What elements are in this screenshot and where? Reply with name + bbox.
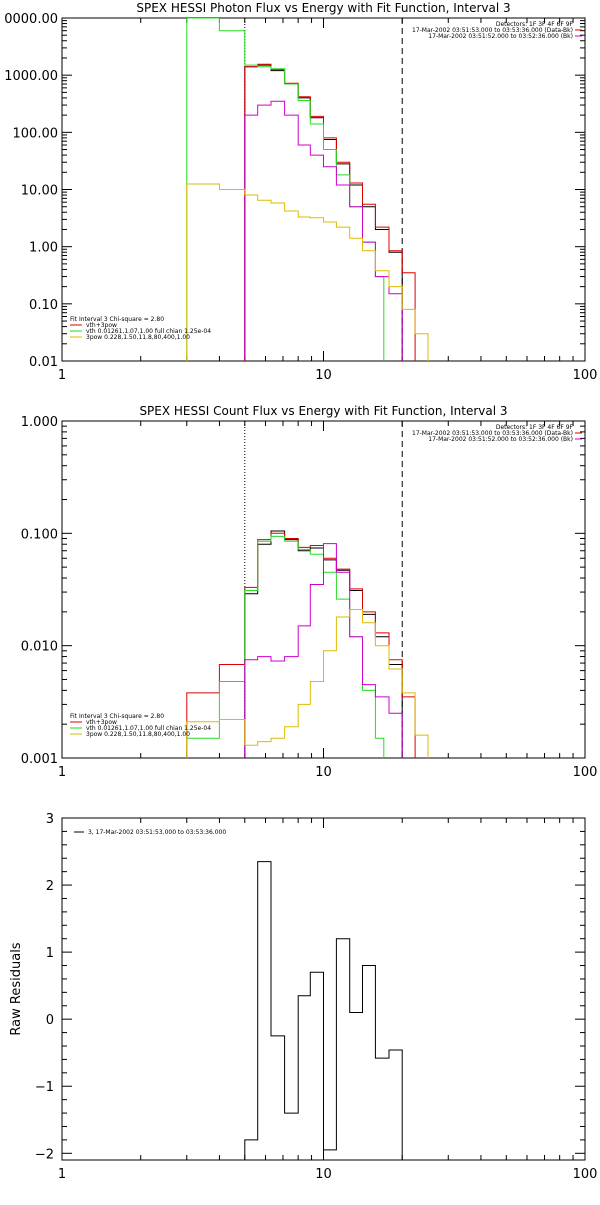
plot-frame (61, 420, 586, 759)
y-tick-label: 0.10 (29, 298, 58, 313)
series-line-0 (244, 64, 403, 361)
y-tick-label: 0000.00 (4, 12, 58, 27)
series-line-4 (186, 609, 429, 758)
series-line-2 (186, 18, 385, 361)
y-tick-label: 10.00 (21, 184, 58, 199)
series-line-2 (186, 535, 385, 758)
legend-label: 3, 17-Mar-2002 03:51:53.000 to 03:53:36.… (88, 829, 226, 836)
chart-title: SPEX HESSI Count Flux vs Energy with Fit… (139, 404, 507, 418)
legend-title: Fit Interval 3 Chi-square = 2.80 (70, 316, 164, 323)
x-tick-label: 10 (315, 765, 332, 780)
x-tick-label: 100 (573, 765, 598, 780)
legend-label: vth 0.01261,1.07,1.00 full chian 1.25e-0… (86, 328, 211, 335)
series-line-0 (244, 861, 403, 1160)
series-group (244, 861, 403, 1160)
series-group (186, 18, 429, 361)
info-text-line: Detectors: 1F 3F 4F 6F 9F (496, 21, 574, 28)
legend-label: vth+3pow (86, 719, 117, 726)
y-tick-label: 100.00 (13, 126, 59, 141)
y-tick-label: 0.001 (21, 752, 58, 767)
chart-panel-photon: SPEX HESSI Photon Flux vs Energy with Fi… (4, 1, 597, 383)
info-text-line: Detectors: 1F 3F 4F 6F 9F (496, 424, 574, 431)
y-tick-label: 3 (46, 812, 54, 827)
series-group (186, 530, 429, 758)
x-tick-label: 10 (315, 1167, 332, 1182)
chart-title: SPEX HESSI Photon Flux vs Energy with Fi… (136, 1, 510, 15)
y-tick-label: 0.01 (29, 355, 58, 370)
info-text-line: 17-Mar-2002 03:51:53.000 to 03:53:36.000… (412, 27, 573, 34)
plot-frame (61, 17, 586, 362)
y-tick-label: −1 (35, 1080, 54, 1095)
legend-title: Fit Interval 3 Chi-square = 2.80 (70, 713, 164, 720)
legend-label: 3pow 0.228,1.50,11.8,80,400,1.00 (86, 731, 190, 738)
info-text-line: 17-Mar-2002 03:51:52.000 to 03:52:36.000… (428, 436, 573, 443)
y-tick-label: 1.000 (21, 415, 58, 430)
series-line-1 (244, 63, 416, 361)
info-text-line: 17-Mar-2002 03:51:53.000 to 03:53:36.000… (412, 430, 573, 437)
series-line-1 (186, 532, 416, 758)
x-tick-label: 100 (573, 1167, 598, 1182)
x-tick-label: 1 (58, 368, 66, 383)
x-tick-label: 1 (58, 765, 66, 780)
y-tick-label: 0 (46, 1013, 54, 1028)
legend-label: 3pow 0.228,1.50,11.8,80,400,1.00 (86, 334, 190, 341)
y-tick-label: 1000.00 (4, 69, 58, 84)
x-tick-label: 10 (315, 368, 332, 383)
series-line-3 (244, 543, 403, 758)
legend-label: vth+3pow (86, 322, 117, 329)
y-tick-label: 1 (46, 946, 54, 961)
series-line-4 (186, 183, 429, 361)
y-tick-label: −2 (35, 1147, 54, 1162)
y-tick-label: 0.010 (21, 640, 58, 655)
x-tick-label: 100 (573, 368, 598, 383)
y-tick-label: 1.00 (29, 241, 58, 256)
y-tick-label: 0.100 (21, 527, 58, 542)
legend-label: vth 0.01261,1.07,1.00 full chian 1.25e-0… (86, 725, 211, 732)
chart-panel-residuals: 1 10 100 −2 −1 0 1 2 3 Raw Residuals 3, 17-Mar-200… (9, 812, 597, 1182)
x-tick-label: 1 (58, 1167, 66, 1182)
y-tick-label: 2 (46, 879, 54, 894)
y-axis-label: Raw Residuals (9, 942, 24, 1035)
chart-panel-count: SPEX HESSI Count Flux vs Energy with Fit… (21, 404, 598, 780)
info-text-line: 17-Mar-2002 03:51:52.000 to 03:52:36.000… (428, 33, 573, 40)
